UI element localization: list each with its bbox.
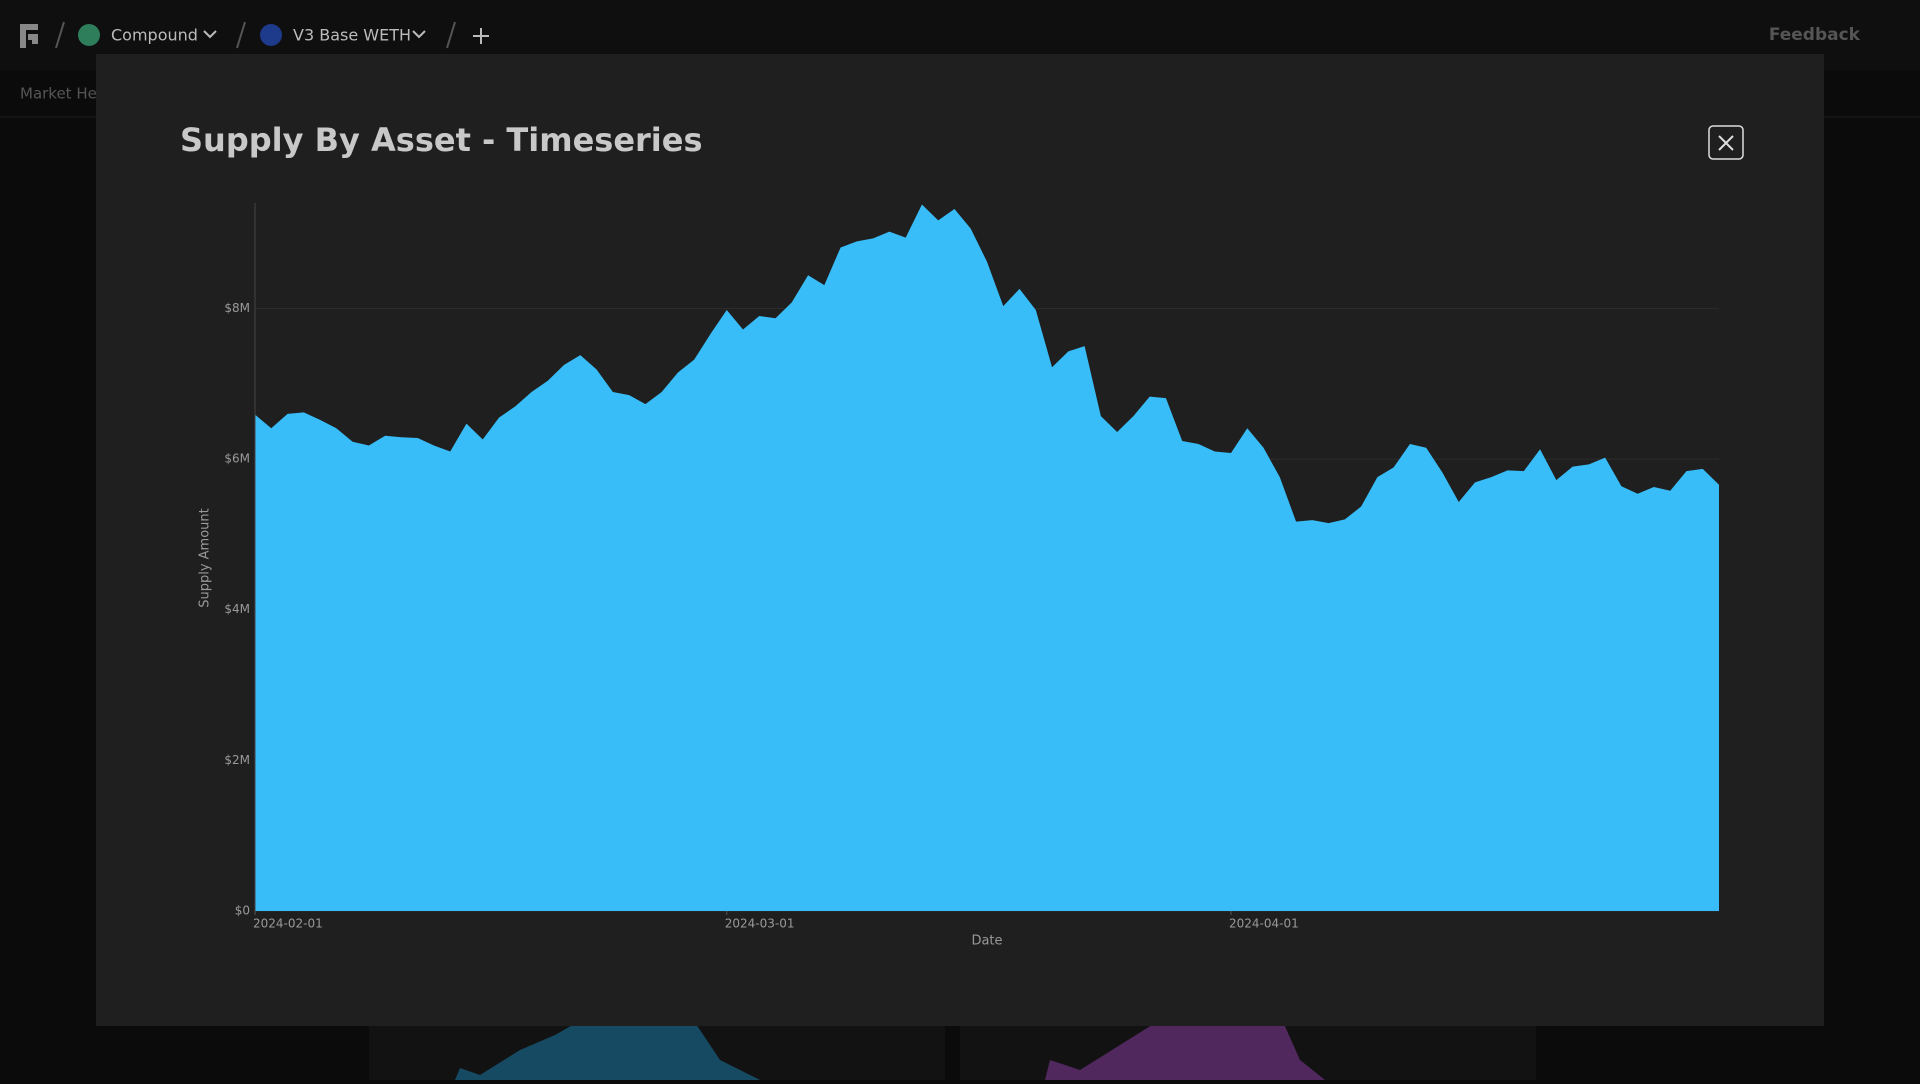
background-area xyxy=(455,1015,760,1080)
x-tick-label: 2024-03-01 xyxy=(725,917,795,931)
x-axis-title: Date xyxy=(971,934,1002,949)
market-icon xyxy=(260,24,282,46)
protocol-select[interactable]: Compound xyxy=(111,26,198,45)
close-button[interactable] xyxy=(1708,125,1744,160)
modal-title: Supply By Asset - Timeseries xyxy=(180,121,703,159)
protocol-icon xyxy=(78,24,100,46)
close-icon[interactable] xyxy=(1718,135,1734,151)
x-tick-label: 2024-02-01 xyxy=(253,917,323,931)
x-tick-label: 2024-04-01 xyxy=(1229,917,1299,931)
y-tick-label: $6M xyxy=(224,452,250,466)
background-area xyxy=(1045,1015,1325,1080)
y-tick-label: $8M xyxy=(224,301,250,315)
plot: $0 $2M $4M $6M $8M 2024-02-01 2024-03-01 2024-0… xyxy=(224,203,1719,931)
y-axis-title: Supply Amount xyxy=(198,508,213,608)
area xyxy=(255,204,1719,912)
chevron[interactable] xyxy=(203,30,217,39)
feedback-button[interactable]: Feedback xyxy=(1769,25,1861,45)
market-select[interactable]: V3 Base WETH xyxy=(293,26,411,45)
add-button[interactable] xyxy=(473,28,489,44)
y-tick-label: $2M xyxy=(224,753,250,767)
chevron[interactable] xyxy=(412,30,426,39)
y-tick-label: $0 xyxy=(235,904,250,918)
separator xyxy=(446,21,456,49)
y-tick-label: $4M xyxy=(224,602,250,616)
separator xyxy=(55,21,65,49)
logo[interactable] xyxy=(20,24,38,48)
separator xyxy=(236,21,246,49)
